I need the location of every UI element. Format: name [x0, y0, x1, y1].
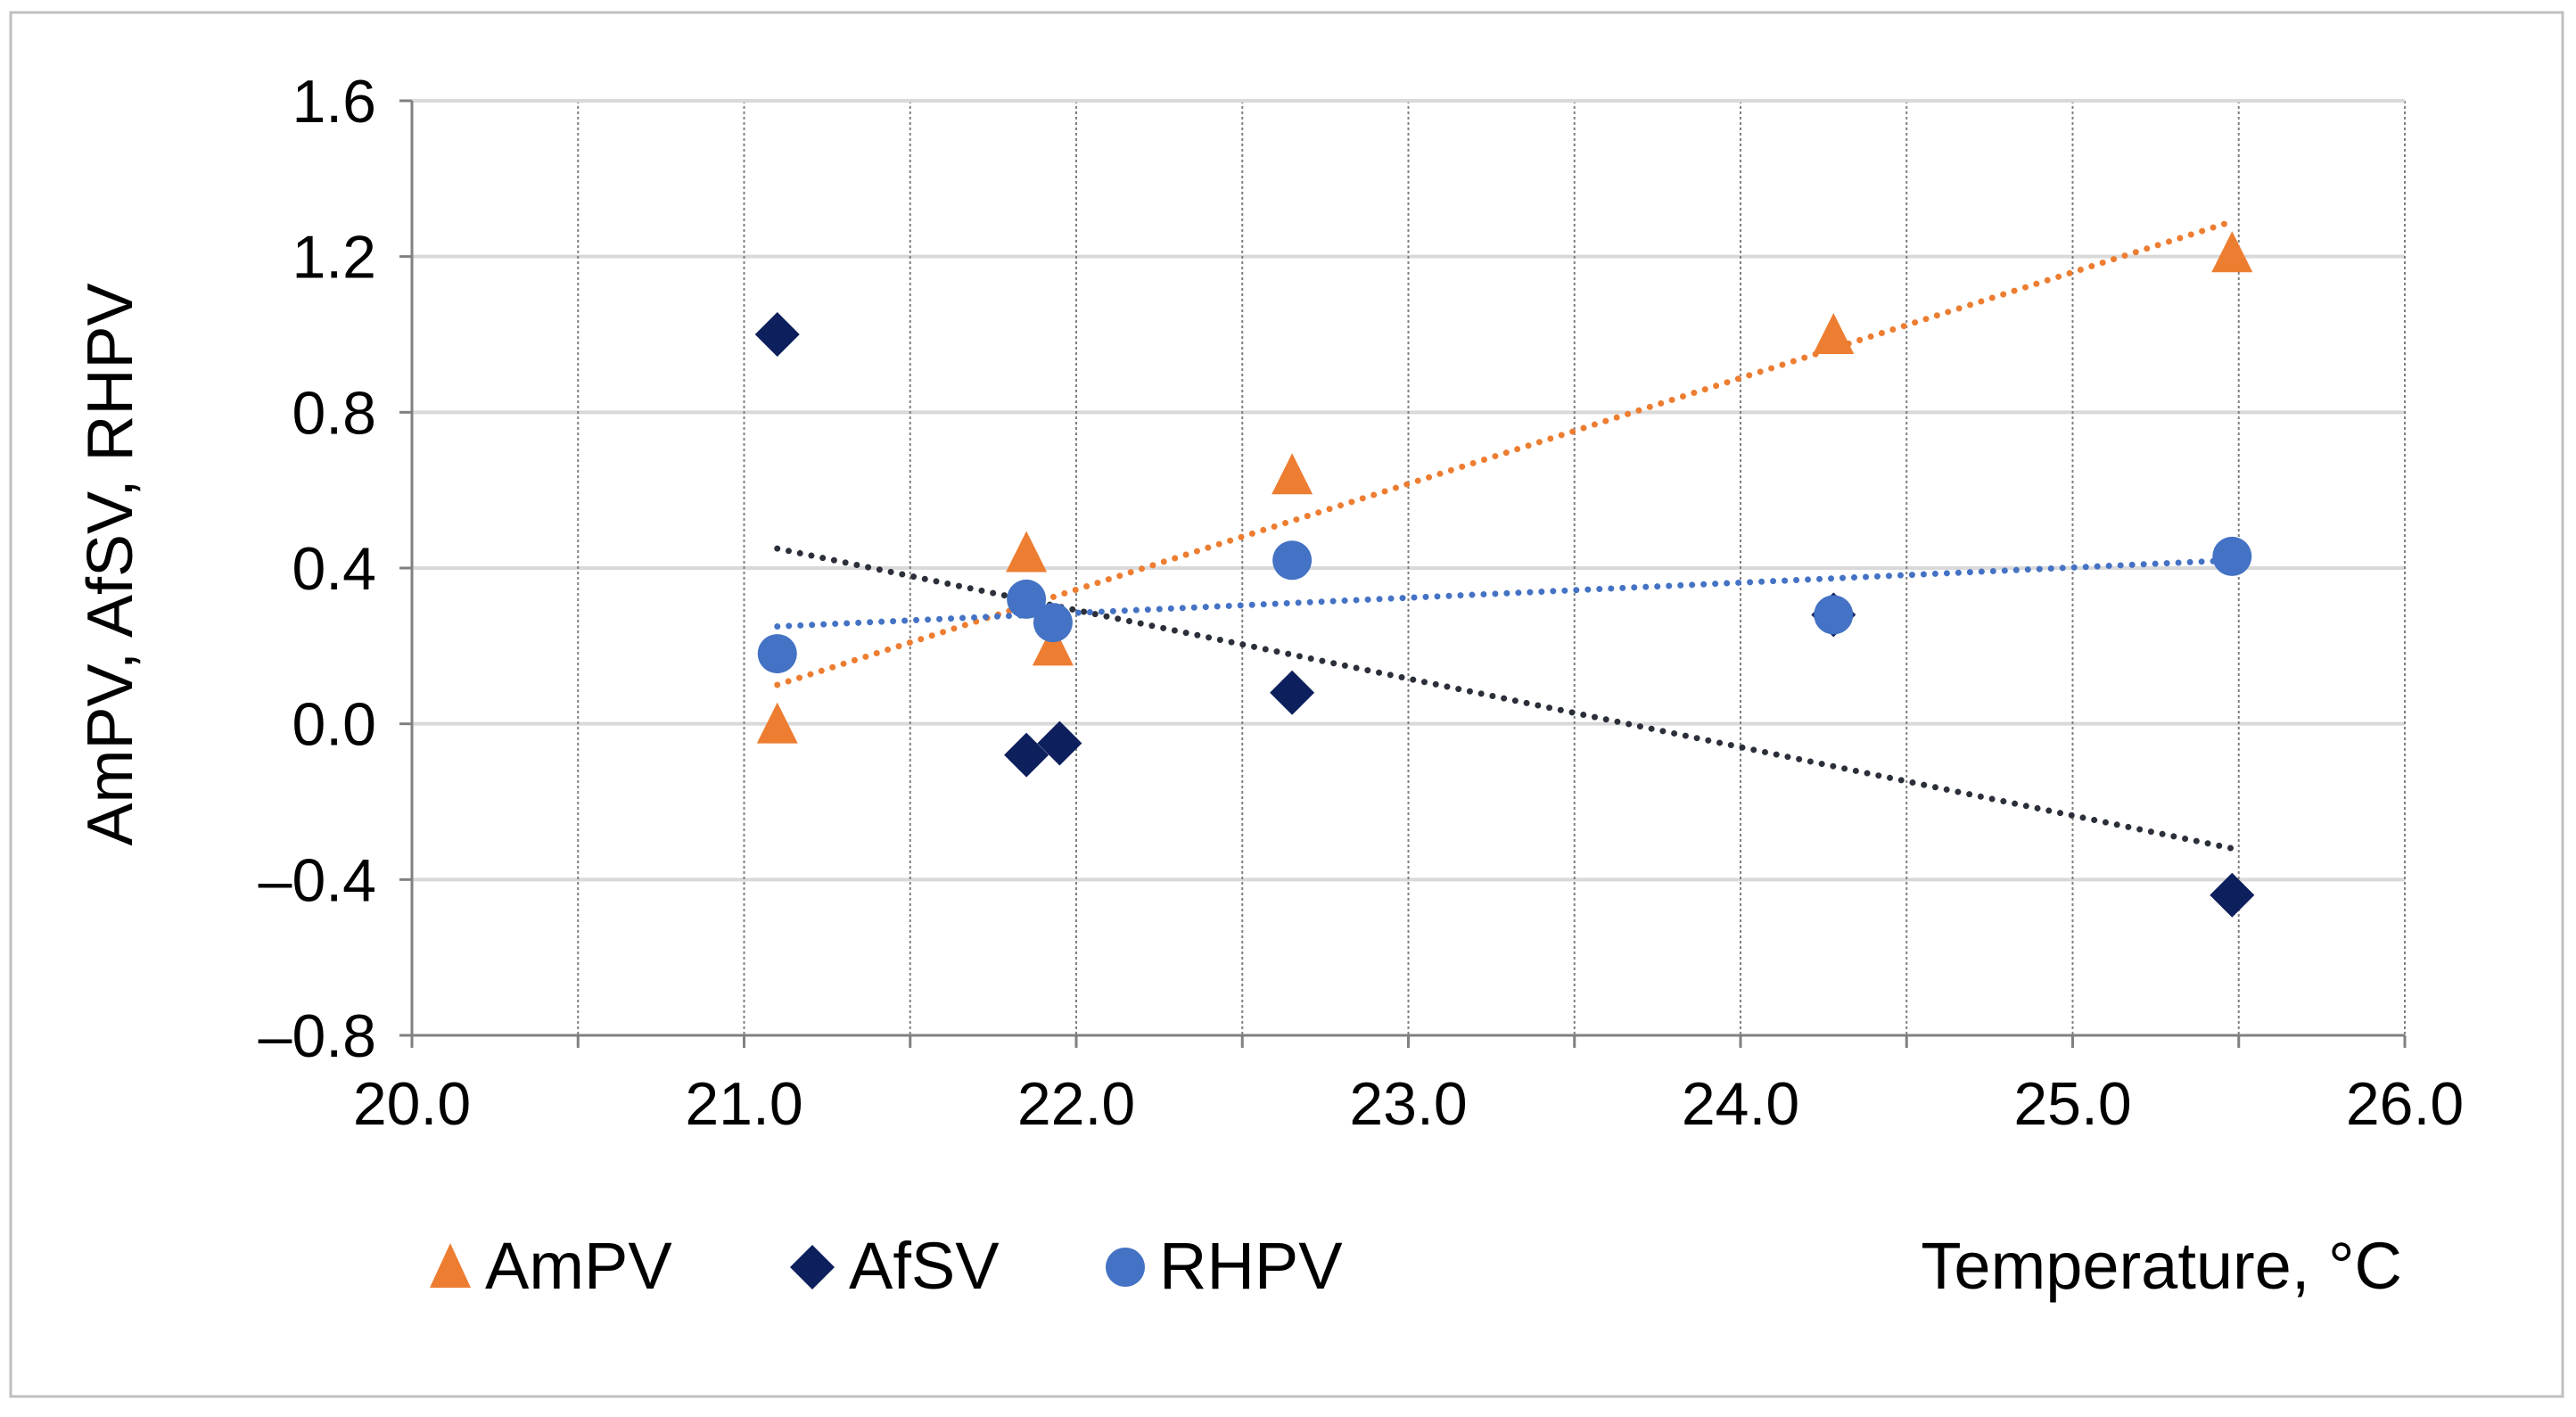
x-tick-label: 23.0 [1349, 1070, 1467, 1138]
y-tick-label: 0.8 [292, 379, 376, 447]
legend-afsv-diamond-icon [790, 1245, 835, 1289]
data-point-ampv [1006, 531, 1048, 573]
data-point-rhpv [1272, 540, 1313, 581]
data-point-afsv [1270, 670, 1315, 715]
legend-label-ampv: AmPV [485, 1229, 672, 1303]
x-tick-label: 26.0 [2346, 1070, 2464, 1138]
legend-ampv-triangle-icon [430, 1243, 471, 1288]
data-point-ampv [2211, 231, 2253, 273]
data-point-ampv [1032, 624, 1074, 666]
x-tick-label: 21.0 [685, 1070, 802, 1138]
data-point-rhpv [757, 634, 797, 674]
legend-item-ampv: AmPV [430, 1229, 672, 1303]
data-point-afsv [1037, 721, 1082, 766]
legend-label-rhpv: RHPV [1159, 1229, 1343, 1303]
y-tick-label: –0.8 [259, 1002, 376, 1070]
data-point-afsv [754, 312, 800, 357]
trendline-afsv [774, 545, 2235, 852]
legend: AmPV AfSV RHPV [430, 1229, 1343, 1303]
y-axis-title: AmPV, AfSV, RHPV [75, 284, 146, 846]
legend-label-afsv: AfSV [849, 1229, 1000, 1303]
x-tick-label: 22.0 [1017, 1070, 1135, 1138]
legend-item-afsv: AfSV [790, 1229, 1000, 1303]
data-point-rhpv [1033, 603, 1073, 643]
legend-item-rhpv: RHPV [1106, 1229, 1343, 1303]
x-axis-title: Temperature, °C [1921, 1229, 2402, 1303]
data-point-afsv [2210, 872, 2255, 918]
data-point-rhpv [1007, 579, 1047, 619]
x-tick-label: 24.0 [1682, 1070, 1799, 1138]
data-point-rhpv [1814, 595, 1854, 635]
data-point-afsv [1004, 732, 1049, 778]
data-point-ampv [756, 702, 798, 744]
data-point-ampv [1813, 313, 1855, 354]
y-tick-label: 0.0 [292, 691, 376, 759]
data-point-rhpv [2212, 536, 2252, 576]
legend-rhpv-circle-icon [1106, 1248, 1145, 1287]
tick-label-layer: 1.6 1.2 0.8 0.4 0.0 –0.4 –0.820.0 21.0 22.0 23.0 2… [259, 68, 2465, 1138]
x-tick-label: 25.0 [2013, 1070, 2131, 1138]
y-tick-label: 1.6 [292, 68, 376, 136]
y-tick-label: 0.4 [292, 535, 376, 603]
y-tick-label: 1.2 [292, 224, 376, 292]
axis-layer [399, 99, 2407, 1048]
data-point-ampv [1272, 453, 1313, 495]
x-tick-label: 20.0 [353, 1070, 471, 1138]
data-point-layer [754, 231, 2255, 918]
y-tick-label: –0.4 [259, 846, 376, 914]
